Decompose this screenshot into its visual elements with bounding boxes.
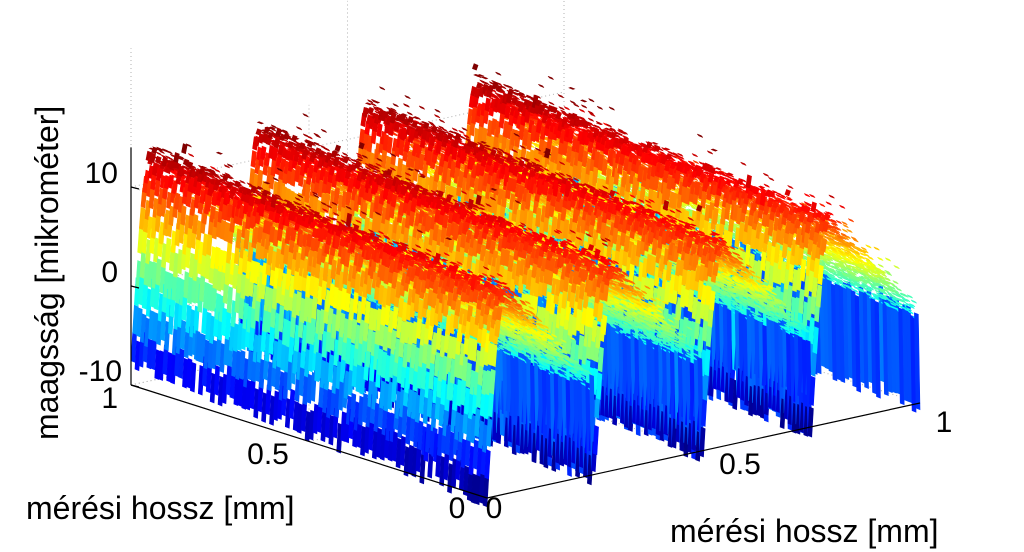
surface-patch [250,150,257,168]
surface-patch [458,130,465,134]
surface-patch [472,63,479,71]
surface-patch [169,170,176,175]
surface-patch [434,108,441,113]
surface-patch [215,151,224,155]
surface-patch [406,111,413,116]
surface-patch [275,129,282,137]
surface-patch [181,143,188,155]
surface-patch [367,99,374,104]
surface-patch [438,119,445,124]
surface-patch [302,113,309,118]
surface-patch [372,106,379,111]
surface-patch [302,133,310,138]
surface-patch [267,129,275,133]
surface-patch [320,128,327,133]
surface-patch [548,101,555,106]
surface-patch [418,105,425,110]
surface-patch [158,149,165,154]
surface-patch [323,147,331,152]
surface-patch [167,156,174,161]
surface-patch [512,89,521,93]
surface-patch [481,76,489,80]
surface-patch [136,307,143,338]
surface-patch [370,102,377,107]
surface-patch [557,94,564,99]
surface-patch [475,74,482,79]
surface-patch [364,102,373,106]
surface-patch [495,71,502,76]
surface-patch [256,121,265,125]
surface-patch [296,126,303,131]
surface-patch [149,152,156,164]
surface-patch [477,74,485,77]
surface-patch [392,103,399,108]
surface-patch [188,153,195,158]
surface-patch [426,170,433,175]
surface-patch [547,75,554,80]
surface-patch [563,106,570,111]
surface-patch [273,137,280,149]
surface-patch [434,114,441,119]
surface-patch [148,188,155,210]
surface [130,63,921,508]
surface-patch [451,127,458,132]
surface-patch [404,95,411,100]
surface-patch [379,86,386,91]
surface-patch [155,155,162,164]
surface-patch [538,83,545,88]
surface-patch [214,168,221,173]
surface-patch [372,100,381,104]
